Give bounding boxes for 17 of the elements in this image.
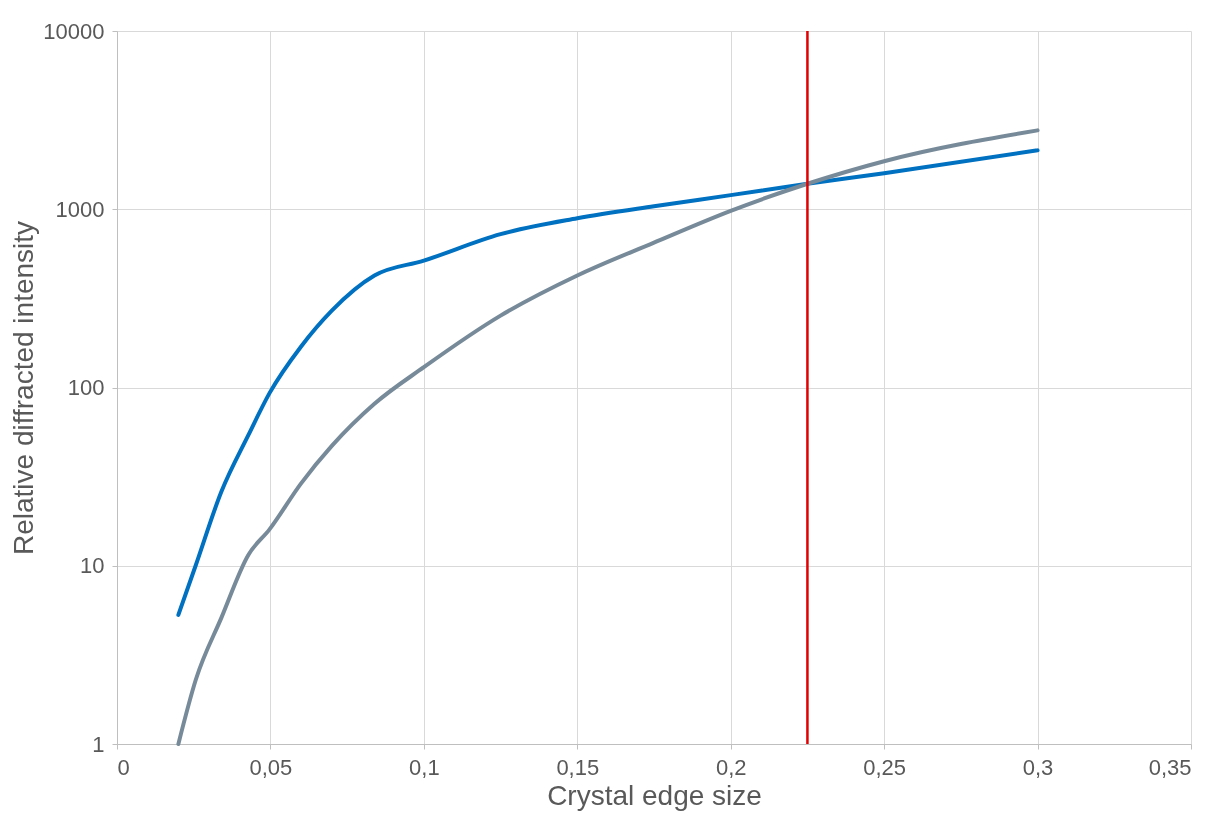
y-tick-label: 10000	[43, 18, 105, 44]
x-tick-label: 0,3	[1022, 754, 1054, 780]
y-tick-label: 10	[80, 553, 105, 579]
x-axis-title: Crystal edge size	[547, 779, 762, 811]
x-tick-label: 0,25	[863, 754, 907, 780]
x-tick-label: 0,2	[715, 754, 747, 780]
x-tick-label: 0,1	[409, 754, 440, 780]
x-tick-label: 0,05	[249, 754, 293, 780]
y-tick-label: 100	[67, 375, 105, 400]
line-series	[176, 128, 1040, 746]
x-tick-label: 0,35	[1148, 754, 1192, 780]
y-axis-title: Relative diffracted intensity	[8, 220, 40, 556]
x-tick-label: 0,15	[556, 754, 600, 780]
x-tick-label: 0	[117, 754, 130, 780]
y-tick-label: 1000	[55, 196, 105, 222]
line-series	[176, 148, 1040, 617]
y-tick-label: 1	[92, 731, 105, 757]
